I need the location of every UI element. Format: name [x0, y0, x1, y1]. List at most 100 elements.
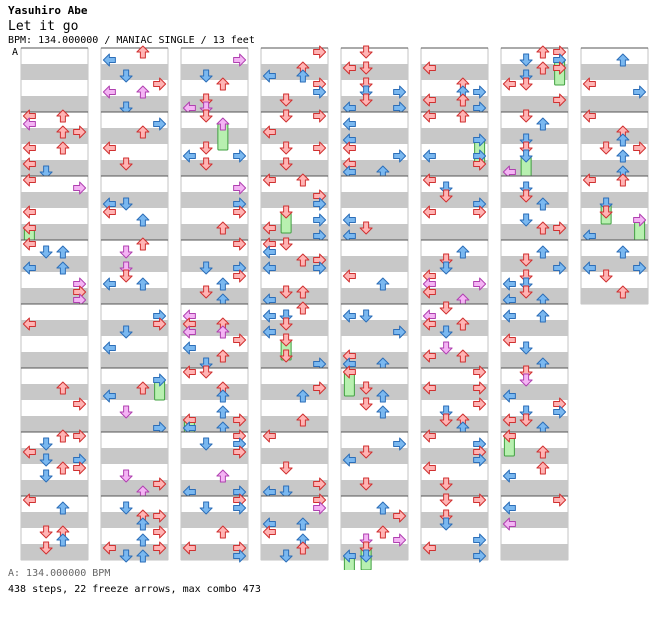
arrow-down-icon [359, 381, 373, 395]
beat-stripe [581, 256, 648, 272]
arrow-down-icon [119, 469, 133, 483]
arrow-up-icon [376, 525, 390, 539]
arrow-up-icon [136, 381, 150, 395]
arrow-left-icon [262, 429, 276, 443]
arrow-right-icon [313, 213, 327, 227]
arrow-up-icon [56, 381, 70, 395]
beat-stripe [101, 288, 168, 304]
arrow-down-icon [39, 437, 53, 451]
beat-stripe [341, 288, 408, 304]
arrow-down-icon [279, 93, 293, 107]
arrow-up-icon [56, 141, 70, 155]
arrow-up-icon [296, 253, 310, 267]
arrow-up-icon [616, 285, 630, 299]
arrow-right-icon [393, 325, 407, 339]
arrow-up-icon [296, 285, 310, 299]
arrow-up-icon [56, 501, 70, 515]
arrow-right-icon [473, 381, 487, 395]
beat-stripe [501, 384, 568, 400]
arrow-up-icon [136, 85, 150, 99]
arrow-down-icon [199, 141, 213, 155]
arrow-down-icon [199, 69, 213, 83]
arrow-left-icon [22, 221, 36, 235]
arrow-up-icon [536, 221, 550, 235]
arrow-right-icon [633, 261, 647, 275]
beat-stripe [501, 416, 568, 432]
arrow-down-icon [279, 141, 293, 155]
arrow-left-icon [182, 341, 196, 355]
arrow-right-icon [153, 117, 167, 131]
arrow-right-icon [313, 197, 327, 211]
beat-stripe [181, 512, 248, 528]
beat-stripe [101, 64, 168, 80]
bpm-footer: A: 134.000000 BPM [8, 568, 111, 579]
arrow-left-icon [22, 317, 36, 331]
arrow-right-icon [73, 429, 87, 443]
beat-stripe [101, 384, 168, 400]
beat-stripe [421, 96, 488, 112]
beat-stripe [101, 352, 168, 368]
arrow-left-icon [262, 173, 276, 187]
arrow-down-icon [519, 373, 533, 387]
arrow-up-icon [616, 173, 630, 187]
beat-stripe [21, 448, 88, 464]
arrow-right-icon [73, 125, 87, 139]
arrow-up-icon [296, 69, 310, 83]
beat-stripe [261, 224, 328, 240]
arrow-left-icon [422, 317, 436, 331]
beat-stripe [421, 128, 488, 144]
arrow-down-icon [359, 93, 373, 107]
beat-stripe [181, 544, 248, 560]
arrow-up-icon [536, 309, 550, 323]
beat-stripe [21, 480, 88, 496]
beat-stripe [101, 160, 168, 176]
arrow-down-icon [119, 325, 133, 339]
arrow-up-icon [216, 77, 230, 91]
beat-stripe [181, 352, 248, 368]
arrow-down-icon [519, 341, 533, 355]
arrow-left-icon [502, 517, 516, 531]
beat-stripe [261, 384, 328, 400]
arrow-left-icon [342, 141, 356, 155]
beat-stripe [261, 352, 328, 368]
arrow-left-icon [102, 205, 116, 219]
beat-stripe [101, 480, 168, 496]
arrow-up-icon [56, 261, 70, 275]
beat-stripe [501, 512, 568, 528]
arrow-left-icon [422, 149, 436, 163]
arrow-left-icon [342, 61, 356, 75]
beat-stripe [501, 96, 568, 112]
arrow-left-icon [262, 125, 276, 139]
arrow-left-icon [502, 277, 516, 291]
arrow-up-icon [296, 517, 310, 531]
beat-stripe [101, 320, 168, 336]
arrow-up-icon [376, 405, 390, 419]
arrow-down-icon [439, 341, 453, 355]
arrow-down-icon [359, 309, 373, 323]
arrow-up-icon [296, 389, 310, 403]
arrow-left-icon [262, 261, 276, 275]
arrow-right-icon [473, 133, 487, 147]
beat-stripe [21, 320, 88, 336]
beat-stripe [421, 288, 488, 304]
beat-stripe [421, 192, 488, 208]
beat-stripe [421, 256, 488, 272]
beat-stripe [421, 512, 488, 528]
arrow-left-icon [182, 325, 196, 339]
chart-stats: 438 steps, 22 freeze arrows, max combo 4… [8, 584, 261, 595]
arrow-up-icon [56, 429, 70, 443]
beat-stripe [21, 288, 88, 304]
arrow-up-icon [536, 197, 550, 211]
arrow-right-icon [393, 533, 407, 547]
arrow-right-icon [153, 373, 167, 387]
beat-stripe [21, 192, 88, 208]
beat-stripe [421, 224, 488, 240]
arrow-up-icon [216, 349, 230, 363]
arrow-right-icon [233, 149, 247, 163]
arrow-down-icon [519, 77, 533, 91]
arrow-down-icon [279, 285, 293, 299]
beat-stripe [501, 544, 568, 560]
arrow-up-icon [296, 541, 310, 555]
arrow-right-icon [313, 261, 327, 275]
arrow-right-icon [233, 549, 247, 563]
